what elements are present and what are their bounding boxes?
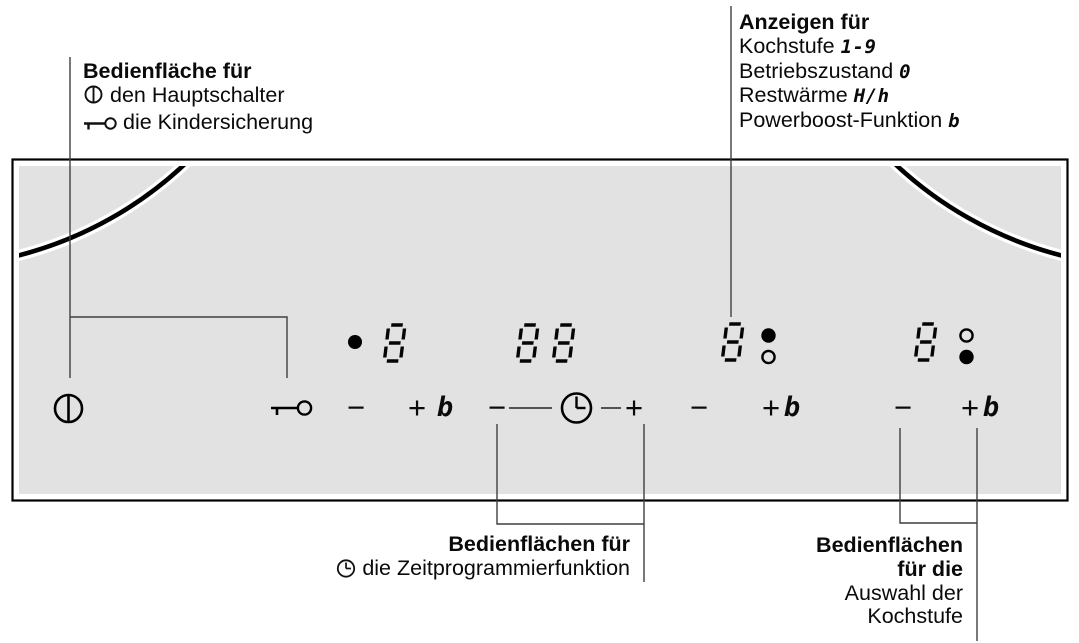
right-zone2-plus-key: + bbox=[960, 390, 980, 425]
clock-icon bbox=[560, 392, 593, 424]
panel-surface bbox=[19, 166, 1061, 494]
right-zone2-dot-bottom-filled bbox=[959, 349, 974, 365]
clock-icon bbox=[336, 558, 356, 584]
main-switch-symbol bbox=[53, 393, 84, 424]
child-lock-symbol bbox=[271, 400, 313, 416]
key-icon-bow bbox=[296, 400, 313, 416]
power-icon bbox=[83, 84, 104, 111]
timer-symbol-group bbox=[509, 392, 621, 424]
burner-outlines bbox=[19, 166, 1061, 261]
leader-child-lock bbox=[70, 316, 288, 378]
label-timer-controls: Bedienflächen für die Zeitprogrammierfun… bbox=[336, 532, 630, 584]
right-burner-arc bbox=[894, 166, 1061, 258]
label-displays-title: Anzeigen für bbox=[739, 10, 870, 34]
label-timer-line: die Zeitprogrammierfunktion bbox=[336, 555, 630, 584]
right-zone1-boost-key: b bbox=[783, 391, 801, 423]
left-burner-arc bbox=[19, 166, 186, 258]
leader-timer-minus bbox=[496, 424, 644, 525]
label-display-line: Betriebszustand 0 bbox=[739, 58, 912, 83]
right-zone1-minus-key: − bbox=[689, 390, 709, 425]
right-zone2-boost-key: b bbox=[982, 391, 1000, 423]
seven-seg-value: 0 bbox=[899, 60, 912, 83]
label-display-line: Kochstufe 1-9 bbox=[739, 33, 877, 58]
seven-seg-value: H/h bbox=[853, 85, 890, 108]
left-zone-plus-key: + bbox=[407, 390, 427, 425]
right-zone2-minus-key: − bbox=[893, 390, 913, 425]
label-control-main: Bedienfläche für den Hauptschalter die K… bbox=[83, 59, 314, 138]
label-child-lock-text: die Kindersicherung bbox=[123, 109, 314, 134]
seven-seg-value: 1-9 bbox=[840, 35, 877, 58]
right-zone1-dot-top-filled bbox=[761, 328, 776, 343]
label-main-switch-text: den Hauptschalter bbox=[110, 82, 285, 107]
key-icon bbox=[83, 114, 117, 138]
seven-seg-value: b bbox=[948, 110, 961, 133]
label-timer-title: Bedienflächen für bbox=[448, 532, 630, 556]
left-zone-minus-key: − bbox=[346, 390, 366, 425]
leader-level-minus bbox=[899, 428, 977, 524]
label-timer-text: die Zeitprogrammierfunktion bbox=[362, 555, 630, 580]
label-main-switch-line: den Hauptschalter bbox=[83, 82, 313, 111]
label-control-main-title: Bedienfläche für bbox=[83, 59, 252, 83]
label-display-line: Powerboost-Funktion b bbox=[739, 108, 961, 133]
label-display-line: Restwärme H/h bbox=[739, 83, 890, 108]
right-zone2-dot-top-hollow bbox=[959, 328, 974, 343]
right-zone1-plus-key: + bbox=[761, 390, 781, 425]
left-zone-boost-key: b bbox=[436, 391, 454, 423]
left-zone-dot-filled bbox=[348, 335, 362, 349]
leader-lines bbox=[69, 6, 978, 641]
label-displays: Anzeigen für Kochstufe 1-9 Betriebszusta… bbox=[739, 10, 961, 134]
seven-segment-displays bbox=[348, 322, 974, 365]
label-child-lock-line: die Kindersicherung bbox=[83, 109, 314, 138]
timer-minus-key: − bbox=[487, 390, 507, 425]
right-zone1-dot-bottom-hollow bbox=[761, 349, 776, 365]
label-level-controls: Bedienflächen für die Auswahl der Kochst… bbox=[816, 533, 963, 629]
timer-plus-key: + bbox=[624, 390, 644, 425]
